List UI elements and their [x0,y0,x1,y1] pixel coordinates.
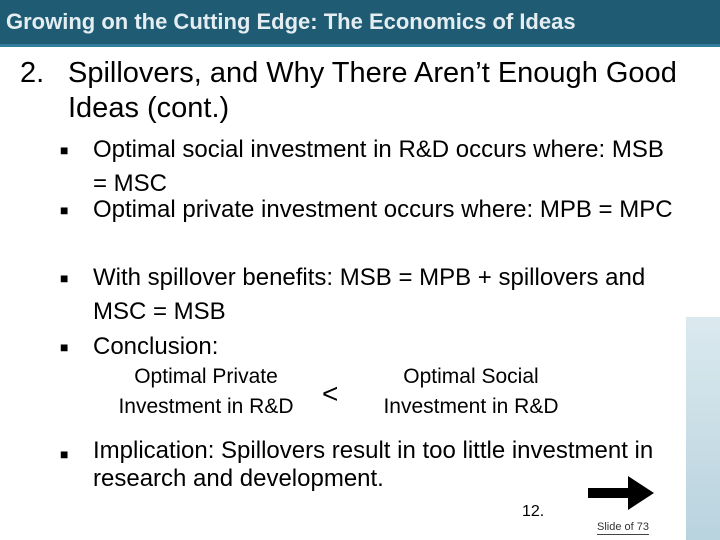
square-bullet-icon: ■ [60,202,69,218]
bullet-implication: Implication: Spillovers result in too li… [93,437,654,492]
bullet-social-investment: Optimal social investment in R&D occurs … [93,136,664,197]
square-bullet-icon: ■ [60,142,69,158]
bullet-private-investment: Optimal private investment occurs where:… [93,196,673,223]
slide-counter: Slide of 73 [597,521,649,535]
right-margin-top [686,47,720,317]
header-rule [0,44,720,47]
bullet-conclusion: Conclusion: [93,333,219,360]
slide-title: Growing on the Cutting Edge: The Economi… [6,9,576,34]
slide-header: Growing on the Cutting Edge: The Economi… [0,0,720,44]
less-than-symbol: < [322,378,339,409]
square-bullet-icon: ■ [60,339,69,355]
square-bullet-icon: ■ [60,446,69,462]
conclusion-private: Optimal Private Investment in R&D [118,365,294,418]
heading-number: 2. [20,57,45,89]
page-number: 12. [522,503,545,520]
bullet-spillover-benefits: With spillover benefits: MSB = MPB + spi… [93,264,646,325]
heading-text: Spillovers, and Why There Aren’t Enough … [68,57,677,124]
right-decorative-bar [686,317,720,540]
square-bullet-icon: ■ [60,270,69,286]
right-arrow-icon[interactable] [588,473,656,513]
conclusion-social: Optimal Social Investment in R&D [383,365,559,418]
